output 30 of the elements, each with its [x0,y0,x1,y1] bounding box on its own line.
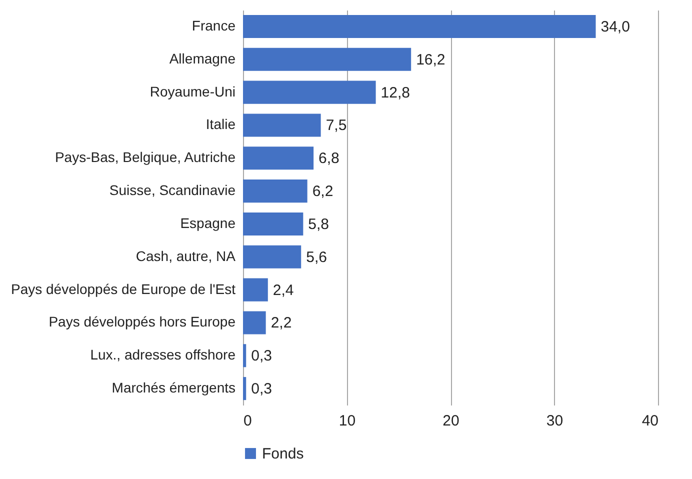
x-tick-label: 20 [442,412,460,430]
data-label: 6,8 [318,150,340,168]
y-tick-label: France [192,17,236,34]
y-tick-label: Pays développés hors Europe [48,314,236,330]
legend-label: Fonds [262,446,304,462]
data-label: 0,3 [251,348,272,365]
y-tick-label: Royaume-Uni [150,83,236,100]
y-tick-label: Espagne [180,214,236,231]
data-label: 6,2 [312,183,334,200]
data-label: 5,6 [306,248,327,266]
y-tick-label: Pays-Bas, Belgique, Autriche [54,149,236,166]
data-label: 2,4 [272,282,294,299]
data-label: 5,8 [308,216,330,233]
data-label: 34,0 [600,18,630,36]
x-tick-label: 10 [338,412,356,430]
y-tick-label: Allemagne [169,50,236,66]
y-tick-label: Italie [206,116,236,132]
x-tick-label: 0 [244,412,252,430]
data-label: 16,2 [416,51,446,68]
y-tick-label: Cash, autre, NA [136,248,236,264]
y-tick-label: Marchés émergents [112,380,236,396]
x-tick-label: 40 [642,412,658,430]
data-label: 7,5 [326,117,347,134]
y-tick-label: Suisse, Scandinavie [109,182,236,198]
data-label: 2,2 [270,314,292,332]
y-tick-label: Pays développés de Europe de l'Est [11,280,236,297]
data-label: 0,3 [251,380,272,398]
y-tick-label: Lux., adresses offshore [90,346,236,363]
data-label: 12,8 [380,84,410,102]
x-tick-label: 30 [546,412,564,430]
